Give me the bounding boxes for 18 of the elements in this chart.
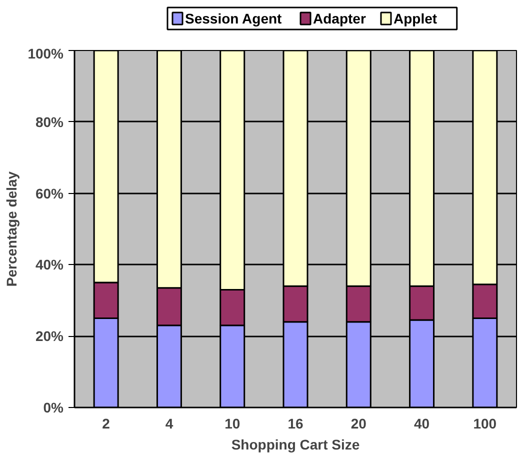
- x-tick-label: 2: [102, 416, 110, 432]
- legend-label: Session Agent: [185, 10, 282, 26]
- y-tick-label: 80%: [35, 114, 64, 130]
- legend-label: Adapter: [313, 10, 366, 26]
- x-tick-label: 40: [414, 416, 430, 432]
- y-tick-label: 40%: [35, 256, 64, 273]
- y-tick-label: 60%: [35, 185, 64, 202]
- legend-label: Applet: [393, 10, 438, 26]
- y-axis-title: Percentage delay: [4, 171, 20, 287]
- y-tick-label: 0%: [43, 400, 64, 416]
- x-tick-label: 20: [350, 416, 367, 432]
- y-tick-label: 20%: [35, 328, 64, 344]
- y-tick-label: 100%: [28, 46, 64, 62]
- x-tick-label: 10: [224, 416, 240, 432]
- x-tick-label: 16: [288, 416, 304, 432]
- x-tick-label: 100: [473, 416, 497, 432]
- x-tick-label: 4: [165, 416, 174, 432]
- x-axis-title: Shopping Cart Size: [231, 436, 360, 452]
